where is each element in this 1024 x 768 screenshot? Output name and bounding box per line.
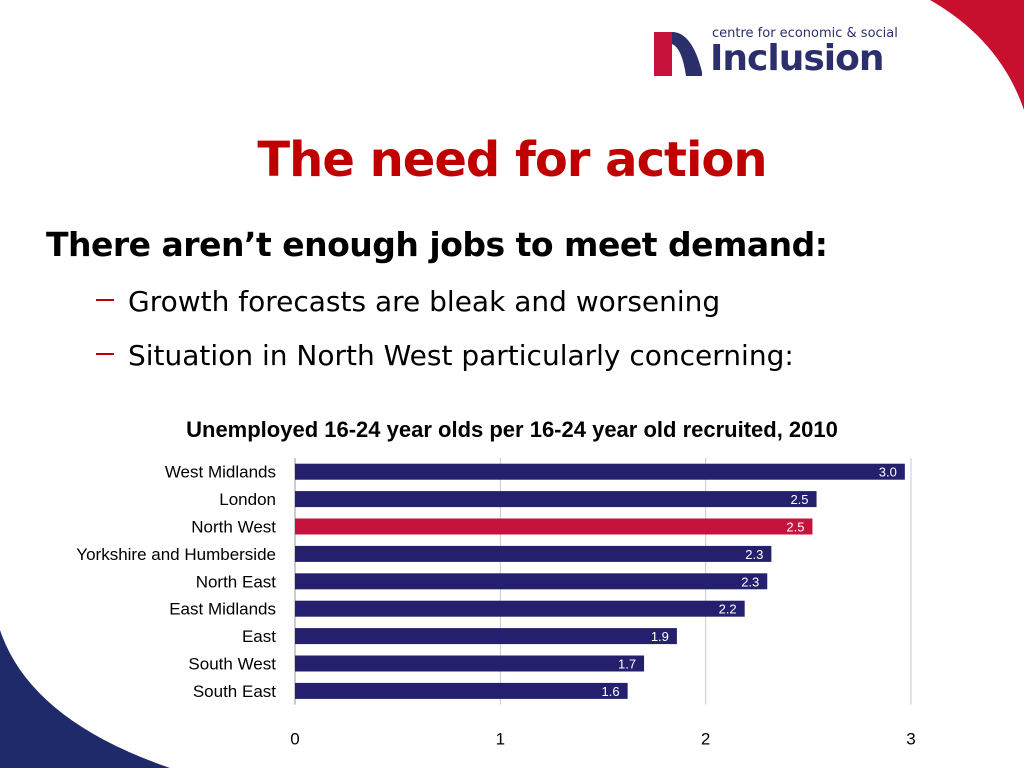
bar	[295, 573, 768, 590]
bar-chart: 3.0 West Midlands 2.5 London 2.5 North West 2.…	[76, 458, 916, 748]
slide-heading: There aren’t enough jobs to meet demand:	[46, 225, 828, 264]
data-label: 1.6	[602, 684, 620, 699]
swoosh-navy-bottom-left	[0, 630, 170, 768]
logo-subtitle: centre for economic & social	[712, 26, 898, 41]
category-label: South East	[193, 682, 276, 701]
bullet-item: Situation in North West particularly con…	[96, 339, 794, 372]
bar	[295, 463, 905, 480]
bar	[295, 518, 813, 535]
category-label: East	[242, 627, 276, 646]
logo-mark-icon	[654, 32, 702, 76]
dash-bullet-icon	[96, 299, 114, 301]
data-label: 2.2	[719, 602, 737, 617]
data-label: 2.5	[786, 520, 804, 535]
bullet-item: Growth forecasts are bleak and worsening	[96, 285, 720, 318]
bar	[295, 682, 628, 699]
logo	[652, 24, 902, 84]
category-label: South West	[188, 655, 276, 674]
x-tick-label: 2	[701, 730, 710, 748]
category-label: Yorkshire and Humberside	[76, 545, 276, 564]
bar	[295, 491, 817, 508]
bar	[295, 628, 677, 645]
category-label: East Midlands	[169, 600, 276, 619]
data-label: 2.5	[790, 492, 808, 507]
data-label: 2.3	[745, 547, 763, 562]
x-tick-label: 1	[496, 730, 505, 748]
data-label: 1.7	[618, 657, 636, 672]
slide-title: The need for action	[257, 132, 767, 188]
chart-title: Unemployed 16-24 year olds per 16-24 yea…	[186, 417, 838, 442]
category-label: London	[219, 490, 276, 509]
x-tick-label: 0	[290, 730, 299, 748]
dash-bullet-icon	[96, 353, 114, 355]
bar	[295, 600, 745, 617]
x-tick-label: 3	[906, 730, 915, 748]
category-label: North East	[196, 572, 277, 591]
swoosh-red-top-right	[930, 0, 1024, 110]
bar	[295, 655, 645, 672]
bullet-text: Situation in North West particularly con…	[128, 339, 794, 372]
category-label: North West	[191, 518, 276, 537]
data-label: 2.3	[741, 574, 759, 589]
data-label: 1.9	[651, 629, 669, 644]
category-label: West Midlands	[165, 463, 276, 482]
data-label: 3.0	[879, 465, 897, 480]
bullet-text: Growth forecasts are bleak and worsening	[128, 285, 721, 318]
bar	[295, 545, 772, 562]
logo-wordmark: Inclusion	[710, 38, 884, 79]
